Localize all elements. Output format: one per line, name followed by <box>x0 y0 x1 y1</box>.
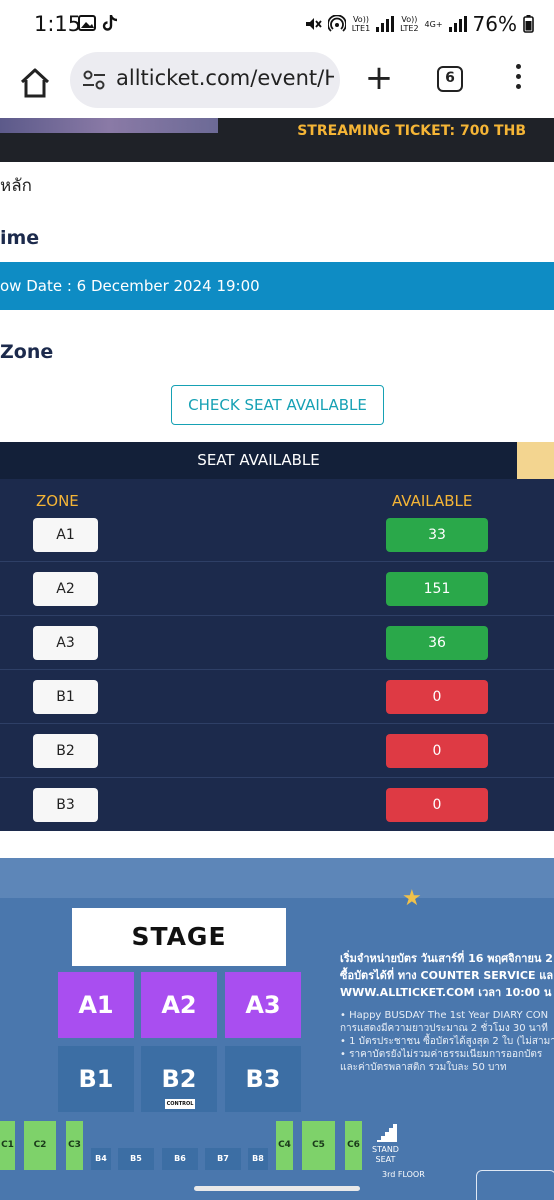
url-text[interactable]: allticket.com/event/H <box>116 66 334 90</box>
browser-toolbar: allticket.com/event/H + 6 <box>0 52 554 118</box>
site-settings-icon[interactable] <box>82 69 106 91</box>
time-heading: ime <box>0 227 40 249</box>
zone-heading: Zone <box>0 341 54 363</box>
zone-b5-block: B5 <box>118 1148 154 1170</box>
table-row: B3 0 <box>0 778 554 832</box>
map-footer-box <box>476 1170 554 1200</box>
zone-c2-block: C2 <box>24 1121 56 1170</box>
status-time: 1:15 <box>34 12 82 36</box>
zone-c4-block: C4 <box>276 1121 293 1170</box>
streaming-ticket-price: STREAMING TICKET: 700 THB <box>297 123 526 139</box>
available-count: 0 <box>386 788 488 822</box>
zone-column-header: ZONE <box>36 492 79 510</box>
breadcrumb-main[interactable]: หลัก <box>0 176 32 196</box>
zone-b4-block: B4 <box>91 1148 111 1170</box>
stand-seat-label: STAND SEAT <box>372 1145 399 1164</box>
zone-label[interactable]: A2 <box>33 572 98 606</box>
zone-c5-block: C5 <box>302 1121 335 1170</box>
table-row: A1 33 <box>0 508 554 562</box>
table-row: B1 0 <box>0 670 554 724</box>
streaming-banner: STREAMING TICKET: 700 THB <box>0 118 554 162</box>
map-sky <box>0 858 554 898</box>
zone-b8-block: B8 <box>248 1148 268 1170</box>
address-bar[interactable]: allticket.com/event/H <box>70 52 340 108</box>
available-count: 151 <box>386 572 488 606</box>
control-booth: CONTROL <box>165 1099 195 1109</box>
home-icon[interactable] <box>18 66 52 100</box>
zone-a1-block: A1 <box>58 972 134 1038</box>
floor-label: 3rd FLOOR <box>382 1170 425 1179</box>
zone-b6-block: B6 <box>162 1148 198 1170</box>
status-right: Vo)) LTE1 Vo)) LTE2 4G+ 76% <box>304 12 534 36</box>
available-count: 36 <box>386 626 488 660</box>
zone-label[interactable]: B2 <box>33 734 98 768</box>
gallery-icon <box>78 15 96 31</box>
table-row: B2 0 <box>0 724 554 778</box>
sim2-label: Vo)) LTE2 <box>400 15 419 33</box>
zone-label[interactable]: B1 <box>33 680 98 714</box>
zone-label[interactable]: A1 <box>33 518 98 552</box>
available-column-header: AVAILABLE <box>392 492 473 510</box>
zone-b7-block: B7 <box>205 1148 241 1170</box>
seat-available-panel: SEAT AVAILABLE ZONE AVAILABLE A1 33 A2 1… <box>0 442 554 831</box>
zone-b3-block: B3 <box>225 1046 301 1112</box>
battery-percent: 76% <box>472 12 517 36</box>
zone-a2-block: A2 <box>141 972 217 1038</box>
stairs-icon <box>377 1124 397 1142</box>
notification-icons <box>78 14 118 32</box>
zone-a3-block: A3 <box>225 972 301 1038</box>
available-count: 33 <box>386 518 488 552</box>
zone-c3-block: C3 <box>66 1121 83 1170</box>
gesture-handle[interactable] <box>194 1186 360 1191</box>
stage-label: STAGE <box>72 908 286 966</box>
signal-icon-2 <box>448 16 467 32</box>
header-accent <box>517 442 554 479</box>
tab-switcher-button[interactable]: 6 <box>437 66 463 92</box>
zone-c6-block: C6 <box>345 1121 362 1170</box>
zone-c1-block: C1 <box>0 1121 15 1170</box>
banner-artwork <box>0 118 218 133</box>
network-type: 4G+ <box>424 19 443 29</box>
new-tab-icon[interactable]: + <box>364 58 394 98</box>
battery-icon <box>523 15 534 33</box>
sale-info-text: เริ่มจำหน่ายบัตร วันเสาร์ที่ 16 พฤศจิกาย… <box>340 952 554 1073</box>
seat-available-header: SEAT AVAILABLE <box>0 442 517 479</box>
check-seat-available-button[interactable]: CHECK SEAT AVAILABLE <box>171 385 384 425</box>
signal-icon <box>376 16 395 32</box>
star-icon: ★ <box>402 886 422 911</box>
sim1-label: Vo)) LTE1 <box>351 15 371 33</box>
zone-b1-block: B1 <box>58 1046 134 1112</box>
available-count: 0 <box>386 734 488 768</box>
zone-label[interactable]: B3 <box>33 788 98 822</box>
table-row: A3 36 <box>0 616 554 670</box>
table-row: A2 151 <box>0 562 554 616</box>
zone-label[interactable]: A3 <box>33 626 98 660</box>
show-date-option[interactable]: ow Date : 6 December 2024 19:00 <box>0 262 554 310</box>
tiktok-icon <box>102 15 118 31</box>
available-count: 0 <box>386 680 488 714</box>
hotspot-icon <box>327 15 346 32</box>
seat-map-image: ★ STAGE A1 A2 A3 B1 B2 B3 CONTROL C1 C2 … <box>0 858 554 1200</box>
status-bar: 1:15 Vo)) LTE1 Vo)) LTE2 4G+ 76% <box>0 0 554 52</box>
more-menu-icon[interactable] <box>510 64 526 96</box>
mute-icon <box>305 18 322 30</box>
